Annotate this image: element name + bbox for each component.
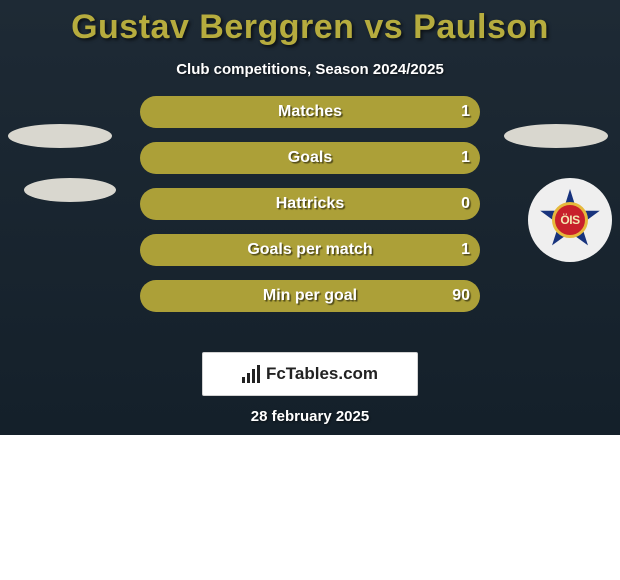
decor-ellipse — [24, 178, 116, 202]
club-crest-right: ÖIS — [528, 178, 612, 262]
stat-bar-right — [140, 96, 480, 128]
stat-bar-right — [140, 234, 480, 266]
page-subtitle: Club competitions, Season 2024/2025 — [0, 61, 620, 78]
branding-box: FcTables.com — [202, 352, 418, 396]
stat-value-right: 1 — [461, 234, 470, 266]
stat-value-right: 1 — [461, 142, 470, 174]
decor-ellipse — [504, 124, 608, 148]
stat-bar-track — [140, 234, 480, 266]
branding-text: FcTables.com — [266, 364, 378, 384]
stat-bar-right — [140, 142, 480, 174]
stat-bar-right — [140, 188, 480, 220]
stat-bar-track — [140, 96, 480, 128]
decor-ellipse — [8, 124, 112, 148]
page-title: Gustav Berggren vs Paulson — [0, 0, 620, 47]
stat-row: Min per goal90 — [0, 280, 620, 312]
stat-bar-track — [140, 142, 480, 174]
crest-center-badge: ÖIS — [552, 202, 588, 238]
stat-bar-track — [140, 280, 480, 312]
stat-row: Goals1 — [0, 142, 620, 174]
branding-bars-icon — [242, 365, 260, 383]
stat-bar-right — [140, 280, 480, 312]
stat-row: Matches1 — [0, 96, 620, 128]
stat-bar-track — [140, 188, 480, 220]
date-label: 28 february 2025 — [251, 408, 369, 425]
comparison-infographic: Gustav Berggren vs Paulson Club competit… — [0, 0, 620, 580]
stat-value-right: 90 — [452, 280, 470, 312]
stat-value-right: 1 — [461, 96, 470, 128]
stat-row: Goals per match1 — [0, 234, 620, 266]
stat-value-right: 0 — [461, 188, 470, 220]
